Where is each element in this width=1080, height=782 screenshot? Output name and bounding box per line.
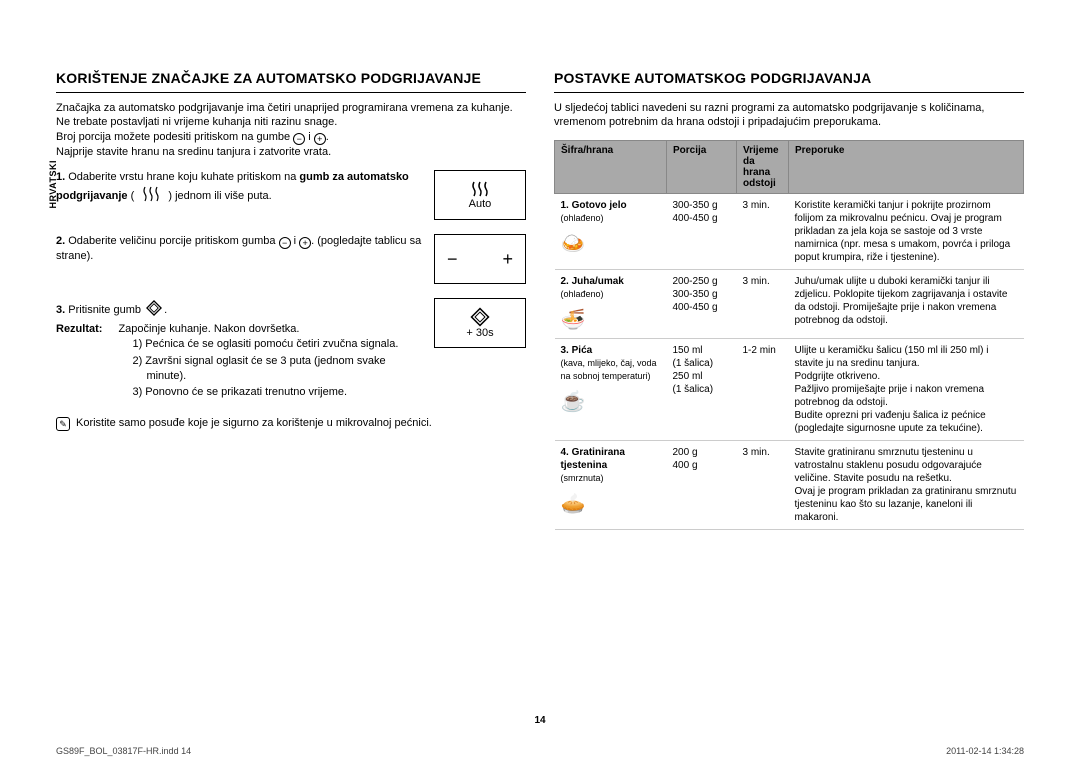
plus-symbol: + <box>502 249 513 270</box>
cell-code: 1. Gotovo jelo(ohlađeno)🍛 <box>555 194 667 270</box>
step-2: 2. Odaberite veličinu porcije pritiskom … <box>56 234 526 284</box>
cell-rec: Ulijte u keramičku šalicu (150 ml ili 25… <box>789 339 1024 441</box>
cell-time: 3 min. <box>737 441 789 530</box>
th-rec: Preporuke <box>789 141 1024 194</box>
left-intro-4: Najprije stavite hranu na sredinu tanjur… <box>56 145 526 160</box>
cell-code: 3. Pića(kava, mlijeko, čaj, voda na sobn… <box>555 339 667 441</box>
food-icon: ☕ <box>561 389 661 415</box>
cell-portion: 150 ml (1 šalica) 250 ml (1 šalica) <box>667 339 737 441</box>
cell-rec: Koristite keramički tanjur i pokrijte pr… <box>789 194 1024 270</box>
left-intro-1: Značajka za automatsko podgrijavanje ima… <box>56 101 526 116</box>
plus-icon: + <box>299 237 311 249</box>
plus-icon: + <box>314 133 326 145</box>
result-list: 1) Pećnica će se oglasiti pomoću četiri … <box>118 337 424 400</box>
left-intro-3: Broj porcija možete podesiti pritiskom n… <box>56 130 526 145</box>
result-label: Rezultat: <box>56 323 108 335</box>
heat-icon <box>466 180 494 198</box>
minus-icon: − <box>293 133 305 145</box>
food-icon: 🥧 <box>561 491 661 517</box>
table-row: 4. Gratinirana tjestenina(smrznuta)🥧200 … <box>555 441 1024 530</box>
right-column: POSTAVKE AUTOMATSKOG PODGRIJAVANJA U slj… <box>554 70 1024 530</box>
th-portion: Porcija <box>667 141 737 194</box>
left-column: KORIŠTENJE ZNAČAJKE ZA AUTOMATSKO PODGRI… <box>56 70 526 530</box>
start-button-graphic: + 30s <box>434 298 526 348</box>
food-icon: 🍜 <box>561 307 661 333</box>
settings-table: Šifra/hrana Porcija Vrijeme da hrana ods… <box>554 140 1024 530</box>
note-text: Koristite samo posuđe koje je sigurno za… <box>76 416 432 431</box>
right-heading: POSTAVKE AUTOMATSKOG PODGRIJAVANJA <box>554 70 1024 93</box>
left-intro-2: Ne trebate postavljati ni vrijeme kuhanj… <box>56 115 526 130</box>
result-item: 3) Ponovno će se prikazati trenutno vrij… <box>132 385 424 400</box>
result-item: 1) Pećnica će se oglasiti pomoću četiri … <box>132 337 424 352</box>
result-intro: Započinje kuhanje. Nakon dovršetka. <box>118 322 424 337</box>
page-content: KORIŠTENJE ZNAČAJKE ZA AUTOMATSKO PODGRI… <box>0 0 1080 560</box>
cell-time: 1-2 min <box>737 339 789 441</box>
auto-button-graphic: Auto <box>434 170 526 220</box>
cell-rec: Juhu/umak ulijte u duboki keramički tanj… <box>789 270 1024 339</box>
step-3: 3. Pritisnite gumb . Rezultat: Započinje… <box>56 298 526 402</box>
cell-time: 3 min. <box>737 270 789 339</box>
minus-symbol: − <box>447 249 458 270</box>
step-1: 1. Odaberite vrstu hrane koju kuhate pri… <box>56 170 526 220</box>
cell-portion: 300-350 g 400-450 g <box>667 194 737 270</box>
cell-code: 2. Juha/umak(ohlađeno)🍜 <box>555 270 667 339</box>
th-code: Šifra/hrana <box>555 141 667 194</box>
table-row: 2. Juha/umak(ohlađeno)🍜200-250 g 300-350… <box>555 270 1024 339</box>
diamond-icon <box>470 307 490 327</box>
cell-rec: Stavite gratiniranu smrznutu tjesteninu … <box>789 441 1024 530</box>
result-item: 2) Završni signal oglasit će se 3 puta (… <box>132 354 424 384</box>
30s-label: + 30s <box>466 327 493 339</box>
footer-right: 2011-02-14 1:34:28 <box>946 746 1024 756</box>
cell-time: 3 min. <box>737 194 789 270</box>
note: ✎ Koristite samo posuđe koje je sigurno … <box>56 416 526 431</box>
th-time: Vrijeme da hrana odstoji <box>737 141 789 194</box>
diamond-icon <box>144 298 164 318</box>
heat-icon <box>137 185 165 203</box>
plus-minus-graphic: − + <box>434 234 526 284</box>
table-row: 3. Pića(kava, mlijeko, čaj, voda na sobn… <box>555 339 1024 441</box>
cell-portion: 200-250 g 300-350 g 400-450 g <box>667 270 737 339</box>
left-heading: KORIŠTENJE ZNAČAJKE ZA AUTOMATSKO PODGRI… <box>56 70 526 93</box>
note-icon: ✎ <box>56 417 70 431</box>
cell-code: 4. Gratinirana tjestenina(smrznuta)🥧 <box>555 441 667 530</box>
food-icon: 🍛 <box>561 231 661 257</box>
footer-left: GS89F_BOL_03817F-HR.indd 14 <box>56 746 191 756</box>
auto-label: Auto <box>469 198 492 210</box>
table-row: 1. Gotovo jelo(ohlađeno)🍛300-350 g 400-4… <box>555 194 1024 270</box>
table-header-row: Šifra/hrana Porcija Vrijeme da hrana ods… <box>555 141 1024 194</box>
cell-portion: 200 g 400 g <box>667 441 737 530</box>
minus-icon: − <box>279 237 291 249</box>
language-label: HRVATSKI <box>48 160 58 209</box>
page-number: 14 <box>0 715 1080 726</box>
steps-list: 1. Odaberite vrstu hrane koju kuhate pri… <box>56 170 526 402</box>
right-intro: U sljedećoj tablici navedeni su razni pr… <box>554 101 1024 131</box>
